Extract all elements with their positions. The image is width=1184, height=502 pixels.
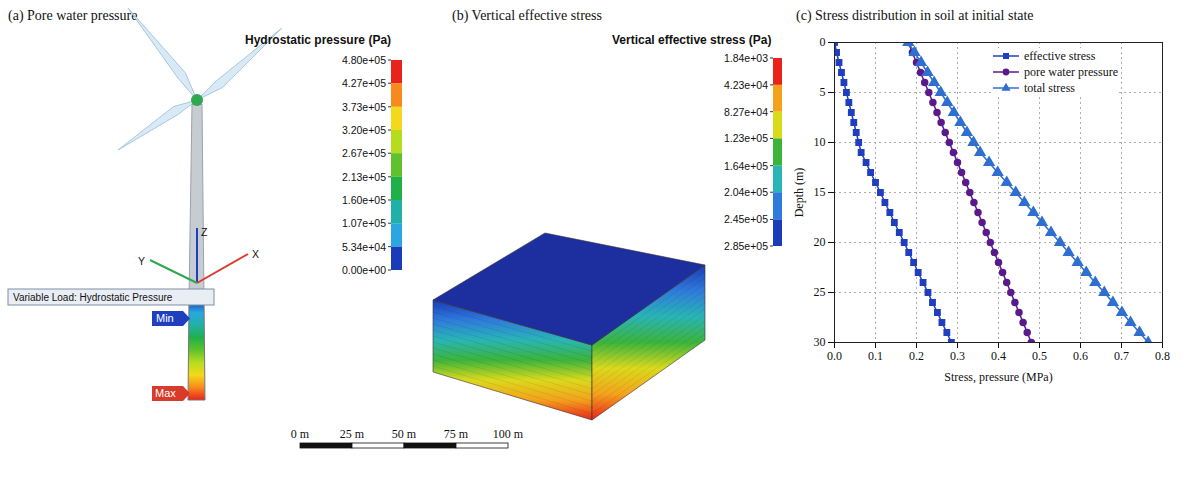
svg-text:2.45e+05: 2.45e+05 [724,213,768,225]
svg-text:5: 5 [820,85,826,99]
svg-text:10: 10 [814,135,826,149]
svg-text:Depth (m): Depth (m) [792,168,806,218]
svg-text:4.27e+05: 4.27e+05 [342,77,386,89]
svg-text:4.23e+04: 4.23e+04 [724,79,768,91]
svg-text:75 m: 75 m [444,427,469,441]
svg-text:2.13e+05: 2.13e+05 [342,171,386,183]
svg-text:5.34e+04: 5.34e+04 [342,241,386,253]
svg-text:30: 30 [814,335,826,349]
svg-text:3.73e+05: 3.73e+05 [342,101,386,113]
svg-text:1.84e+03: 1.84e+03 [724,52,768,64]
svg-text:(a) Pore water pressure: (a) Pore water pressure [8,8,137,24]
svg-text:1.07e+05: 1.07e+05 [342,217,386,229]
html-text:total stress: total stress [1024,80,1075,95]
svg-text:0.6: 0.6 [1073,349,1088,363]
svg-text:Y: Y [138,255,145,267]
html-text:effective stress: effective stress [1024,48,1096,63]
svg-text:Max: Max [155,387,176,399]
svg-text:2.67e+05: 2.67e+05 [342,147,386,159]
svg-text:2.04e+05: 2.04e+05 [724,186,768,198]
svg-text:100 m: 100 m [493,427,524,441]
svg-text:(b) Vertical effective stress: (b) Vertical effective stress [452,8,602,24]
svg-text:Hydrostatic pressure (Pa): Hydrostatic pressure (Pa) [245,33,391,47]
svg-text:1.23e+05: 1.23e+05 [724,132,768,144]
svg-text:4.80e+05: 4.80e+05 [342,54,386,66]
html-text:pore water pressure: pore water pressure [1024,64,1118,79]
svg-text:0.8: 0.8 [1155,349,1170,363]
svg-text:Variable Load: Hydrostatic Pre: Variable Load: Hydrostatic Pressure [13,292,173,303]
svg-text:0.00e+00: 0.00e+00 [342,264,386,276]
svg-text:20: 20 [814,235,826,249]
svg-text:0.2: 0.2 [909,349,924,363]
svg-text:X: X [252,248,259,260]
svg-text:2.85e+05: 2.85e+05 [724,240,768,252]
svg-text:3.20e+05: 3.20e+05 [342,124,386,136]
svg-text:8.27e+04: 8.27e+04 [724,106,768,118]
svg-text:Z: Z [201,226,208,238]
svg-text:0.1: 0.1 [868,349,883,363]
svg-text:25 m: 25 m [340,427,365,441]
svg-text:Min: Min [156,312,174,324]
svg-text:0.7: 0.7 [1114,349,1129,363]
svg-text:15: 15 [814,185,826,199]
svg-text:1.60e+05: 1.60e+05 [342,194,386,206]
svg-text:1.64e+05: 1.64e+05 [724,160,768,172]
svg-text:0.3: 0.3 [950,349,965,363]
svg-text:50 m: 50 m [392,427,417,441]
svg-text:0.4: 0.4 [991,349,1006,363]
svg-text:0.0: 0.0 [827,349,842,363]
svg-text:25: 25 [814,285,826,299]
svg-text:0 m: 0 m [291,427,310,441]
svg-text:0.5: 0.5 [1032,349,1047,363]
svg-text:Stress, pressure (MPa): Stress, pressure (MPa) [944,370,1052,384]
svg-text:Vertical effective stress (Pa): Vertical effective stress (Pa) [612,33,771,47]
html-text:(c) Stress distribution in soi: (c) Stress distribution in soil at initi… [796,8,1034,23]
svg-text:0: 0 [820,35,826,49]
